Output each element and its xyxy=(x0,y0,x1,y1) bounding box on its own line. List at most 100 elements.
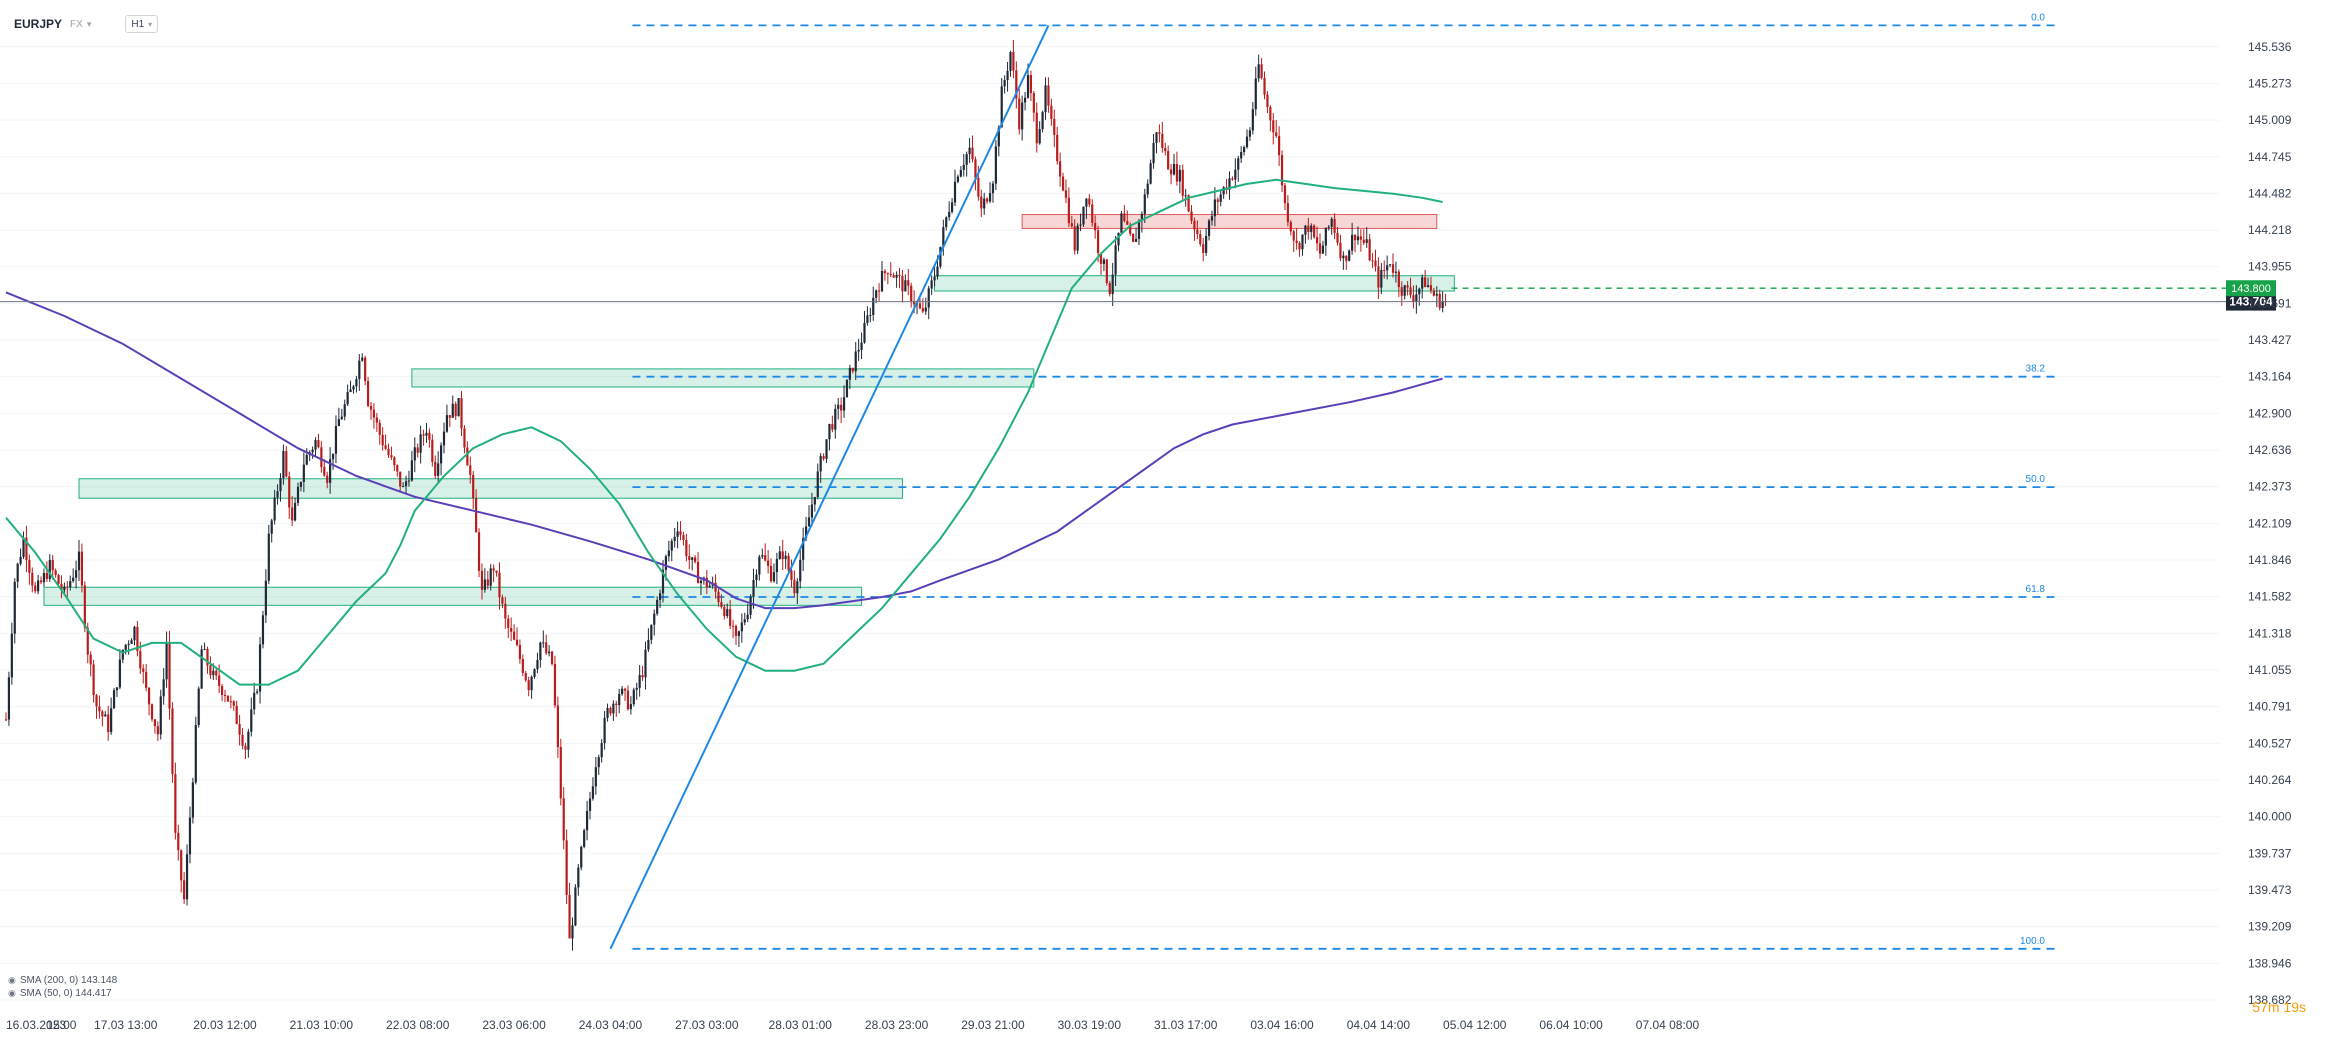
candle-up xyxy=(1152,142,1155,164)
last-price-badge xyxy=(2226,292,2276,311)
candle-down xyxy=(1362,239,1365,243)
candle-down xyxy=(1059,161,1062,177)
candle-up xyxy=(994,146,997,184)
candle-up xyxy=(1140,213,1143,221)
candle-up xyxy=(959,169,962,177)
candle-down xyxy=(218,675,221,686)
candle-up xyxy=(1076,225,1079,251)
candle-down xyxy=(1298,242,1301,250)
candle-up xyxy=(825,439,828,459)
candle-down xyxy=(45,572,48,579)
chevron-down-icon[interactable]: ▾ xyxy=(86,18,92,29)
candle-down xyxy=(1064,190,1068,198)
sma50-line[interactable] xyxy=(5,178,1443,686)
candle-up xyxy=(621,688,624,694)
candle-up xyxy=(1415,294,1418,302)
candle-down xyxy=(1315,237,1319,244)
support-zone[interactable] xyxy=(43,586,863,606)
symbol-label[interactable]: EURJPY xyxy=(14,17,63,31)
candle-up xyxy=(670,540,673,551)
eye-icon[interactable]: ◉ xyxy=(8,988,16,998)
candle-down xyxy=(717,591,720,603)
candle-up xyxy=(69,581,72,588)
support-zone[interactable] xyxy=(411,368,1035,388)
candle-up xyxy=(699,580,703,584)
candle-up xyxy=(1026,75,1030,98)
candle-down xyxy=(1190,211,1193,221)
candle-up xyxy=(1301,234,1304,250)
candle-down xyxy=(1158,132,1161,134)
y-tick-label: 143.427 xyxy=(2248,333,2292,347)
candle-up xyxy=(112,690,116,709)
candle-up xyxy=(600,743,603,758)
candle-down xyxy=(89,654,92,665)
candle-down xyxy=(1047,85,1050,106)
y-tick-label: 139.473 xyxy=(2248,883,2292,897)
candle-up xyxy=(1304,225,1307,235)
candle-down xyxy=(1333,218,1336,233)
candle-up xyxy=(583,830,586,847)
candle-up xyxy=(1134,238,1138,242)
x-tick-label: 22.03 08:00 xyxy=(386,1018,450,1032)
candle-down xyxy=(168,642,171,709)
support-zone[interactable] xyxy=(78,478,903,499)
support-zone[interactable] xyxy=(934,275,1455,292)
candle-down xyxy=(898,274,901,277)
x-tick-label: 20.03 12:00 xyxy=(193,1018,257,1032)
legend-sma50[interactable]: ◉ SMA (50, 0) 144.417 xyxy=(8,988,112,999)
candle-up xyxy=(1021,102,1024,130)
candle-down xyxy=(615,703,618,706)
eye-icon[interactable]: ◉ xyxy=(8,975,16,985)
candle-up xyxy=(1441,301,1444,308)
candle-down xyxy=(1432,290,1435,296)
candle-up xyxy=(37,580,40,592)
candle-down xyxy=(326,475,329,483)
candle-up xyxy=(737,631,741,636)
candle-down xyxy=(206,649,209,666)
candle-down xyxy=(545,642,548,654)
candle-down xyxy=(986,198,989,202)
y-tick-label: 142.900 xyxy=(2248,406,2292,420)
candle-up xyxy=(1365,239,1368,243)
candle-up xyxy=(1082,206,1085,225)
timeframe-button[interactable]: H1 ▾ xyxy=(125,15,159,33)
candle-up xyxy=(419,434,422,453)
candle-down xyxy=(1263,77,1266,95)
candle-up xyxy=(664,556,668,570)
candle-up xyxy=(1348,250,1351,261)
candle-down xyxy=(1260,64,1263,78)
candle-down xyxy=(1012,52,1015,71)
candle-down xyxy=(977,177,980,197)
candle-up xyxy=(866,315,869,323)
candle-up xyxy=(162,679,165,697)
candle-up xyxy=(115,687,119,691)
candle-up xyxy=(591,786,595,799)
chart-toolbar: EURJPY FX ▾ H1 ▾ xyxy=(14,13,159,35)
candle-up xyxy=(726,609,729,617)
candle-up xyxy=(597,757,600,768)
candle-up xyxy=(772,572,776,582)
legend-sma50-label: SMA (50, 0) 144.417 xyxy=(19,988,112,999)
candle-up xyxy=(997,127,1000,147)
candle-down xyxy=(244,745,247,750)
candle-up xyxy=(299,481,303,487)
candle-up xyxy=(194,725,197,783)
timeframe-label: H1 xyxy=(131,18,145,30)
sma200-line[interactable] xyxy=(5,291,1443,610)
y-tick-label: 140.791 xyxy=(2248,700,2292,714)
trend-line[interactable] xyxy=(609,24,1050,950)
candle-down xyxy=(851,367,854,372)
candle-down xyxy=(1132,233,1135,242)
candle-up xyxy=(676,531,679,537)
candle-down xyxy=(378,422,381,435)
candle-up xyxy=(1394,271,1398,273)
candle-up xyxy=(63,586,66,591)
resistance-zone[interactable] xyxy=(1021,214,1438,229)
candle-down xyxy=(241,734,244,746)
candle-down xyxy=(518,645,522,660)
legend-sma200[interactable]: ◉ SMA (200, 0) 143.148 xyxy=(8,975,117,986)
candle-down xyxy=(679,531,682,535)
candle-down xyxy=(136,626,139,652)
